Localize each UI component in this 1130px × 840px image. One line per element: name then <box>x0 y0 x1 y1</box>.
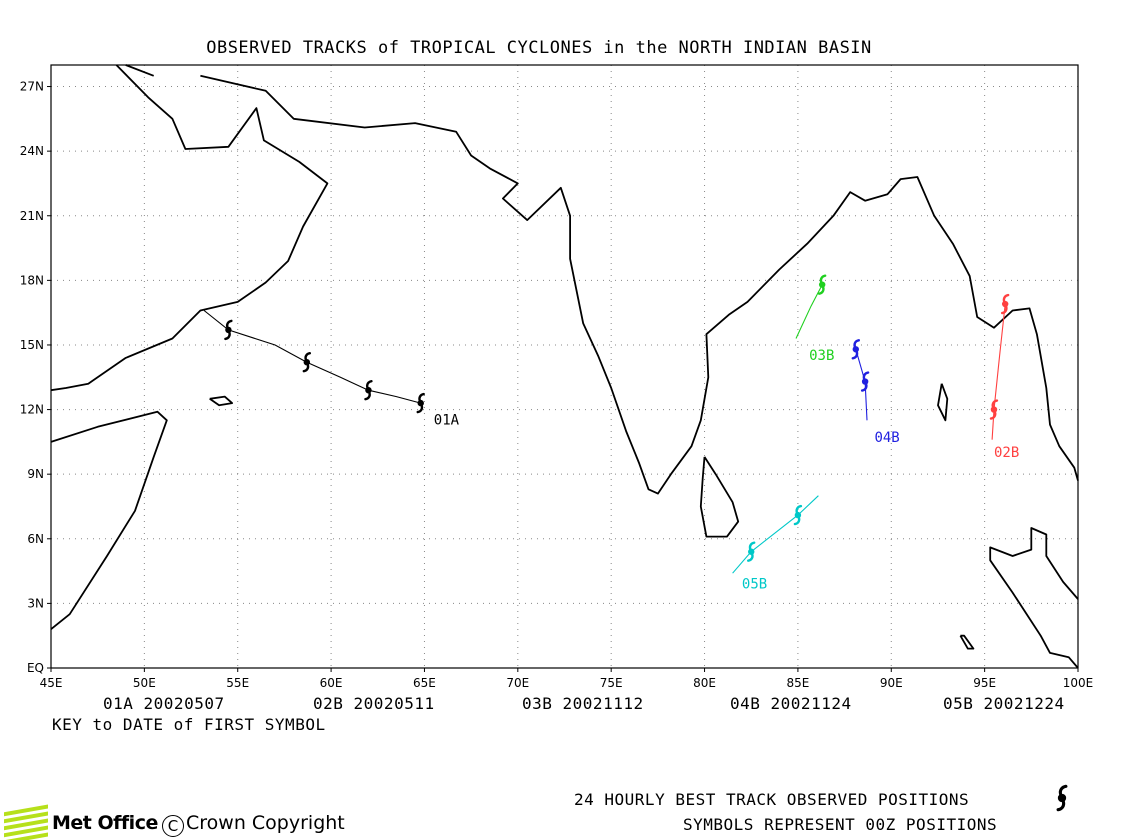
lon-tick-label: 75E <box>600 676 623 690</box>
copyright-text: Crown Copyright <box>186 812 345 834</box>
met-office-logo-icon <box>4 804 48 840</box>
coastline-andaman <box>937 383 949 422</box>
cyclone-icon-01A <box>302 351 312 373</box>
track-02B <box>991 303 1006 440</box>
map-title: OBSERVED TRACKS of TROPICAL CYCLONES in … <box>206 38 872 58</box>
lat-tick-label: 3N <box>27 596 44 610</box>
cyclone-icon-02B <box>989 399 999 420</box>
cyclone-icon-02B <box>1000 293 1010 315</box>
lon-tick-label: 60E <box>320 676 343 690</box>
copyright-notice: C Crown Copyright <box>162 812 345 837</box>
cyclone-icon-01A <box>364 379 373 401</box>
coastline-nicobar <box>959 634 975 650</box>
legend-line-1: 24 HOURLY BEST TRACK OBSERVED POSITIONS <box>574 790 970 809</box>
legend-cyclone-icon <box>1056 784 1068 812</box>
map-frame <box>50 64 1079 669</box>
cyclone-icon-04B <box>860 371 870 392</box>
lon-tick-label: 55E <box>226 676 249 690</box>
coastline-socotra <box>209 395 234 407</box>
storm-label-04B: 04B <box>874 430 899 446</box>
cyclone-icon-01A <box>224 319 233 341</box>
legend-line-2: SYMBOLS REPRESENT 00Z POSITIONS <box>683 815 998 834</box>
key-entry-04B: 04B 20021124 <box>730 694 852 713</box>
lon-tick-label: 70E <box>506 676 529 690</box>
coastline-gulf_persian_oman <box>125 64 155 77</box>
coastline-sri_lanka <box>699 456 740 538</box>
coastline-africa <box>50 410 168 630</box>
key-entry-03B: 03B 20021112 <box>522 694 644 713</box>
key-caption: KEY to DATE of FIRST SYMBOL <box>52 715 326 734</box>
met-office-logo-text: Met Office <box>52 812 158 834</box>
lon-tick-label: 50E <box>133 676 156 690</box>
cyclone-icon-01A <box>416 392 425 414</box>
lat-tick-label: 27N <box>20 80 44 94</box>
storm-label-05B: 05B <box>742 576 767 592</box>
lat-tick-label: 6N <box>27 532 44 546</box>
lon-tick-label: 80E <box>693 676 716 690</box>
key-entry-01A: 01A 20020507 <box>103 694 225 713</box>
lat-tick-label: EQ <box>27 661 44 675</box>
lon-tick-label: 65E <box>413 676 436 690</box>
track-01A <box>203 310 421 404</box>
storm-label-02B: 02B <box>994 445 1019 461</box>
cyclone-icon-03B <box>817 274 827 295</box>
axis-tick-labels: 45E 50E 55E 60E 65E 70E 75E 80E 85E 90E 95E 100E EQ 3… <box>20 80 1094 690</box>
lat-tick-label: 12N <box>20 403 44 417</box>
lat-tick-label: 24N <box>20 144 44 158</box>
coastline-iran_pak_india <box>200 74 1079 495</box>
storm-label-03B: 03B <box>809 348 834 364</box>
lon-tick-label: 100E <box>1063 676 1094 690</box>
lat-tick-label: 21N <box>20 209 44 223</box>
coastlines <box>50 64 1079 669</box>
copyright-icon: C <box>162 815 184 837</box>
track-03B <box>795 284 823 339</box>
lat-tick-label: 15N <box>20 338 44 352</box>
track-05B <box>732 495 819 574</box>
key-entry-02B: 02B 20020511 <box>313 694 435 713</box>
key-entry-05B: 05B 20021224 <box>943 694 1065 713</box>
cyclone-icon-05B <box>747 541 756 562</box>
legend-cyclone-symbol <box>1056 784 1068 812</box>
coastline-arabia <box>50 64 329 392</box>
cyclone-icon-05B <box>793 504 803 526</box>
lat-tick-label: 9N <box>27 467 44 481</box>
lon-tick-label: 85E <box>786 676 809 690</box>
cyclone-icon-04B <box>851 339 860 360</box>
lat-tick-label: 18N <box>20 273 44 287</box>
grid-lines <box>51 65 1078 668</box>
lon-tick-label: 45E <box>40 676 63 690</box>
cyclone-tracks: 01A 02B 03B 04B 05B <box>203 274 1019 592</box>
coastline-malaysia <box>989 527 1079 669</box>
storm-label-01A: 01A <box>434 413 460 429</box>
lon-tick-label: 90E <box>880 676 903 690</box>
lon-tick-label: 95E <box>973 676 996 690</box>
